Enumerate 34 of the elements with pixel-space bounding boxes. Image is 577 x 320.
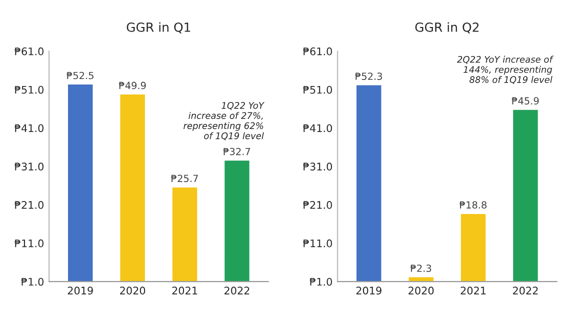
y-tick-label: ₱41.0 (303, 124, 332, 132)
x-tick-label: 2021 (172, 286, 198, 295)
x-tick-label: 2022 (224, 286, 250, 295)
y-tick-label: ₱21.0 (14, 201, 44, 209)
data-label: ₱52.5 (66, 72, 94, 80)
chart-title: GGR in Q1 (126, 22, 190, 34)
x-tick-label: 2022 (512, 286, 538, 295)
y-tick-label: ₱61.0 (14, 47, 44, 56)
data-label: ₱25.7 (171, 174, 198, 182)
data-label: ₱18.8 (460, 201, 487, 209)
y-tick-label: ₱41.0 (14, 124, 44, 132)
x-tick-label: 2019 (356, 286, 382, 295)
y-tick-label: ₱11.0 (303, 239, 332, 248)
x-tick-label: 2021 (460, 286, 486, 295)
chart-title: GGR in Q2 (415, 22, 479, 34)
x-tick-label: 2020 (120, 286, 146, 295)
annotation: 1Q22 YoY increase of 27%, representing 62% of 1Q19 level (184, 102, 265, 140)
y-tick-label: ₱51.0 (303, 86, 332, 94)
annotation: 2Q22 YoY increase of 144%, representing 88% of 1Q19 level (457, 56, 554, 84)
data-label: ₱32.7 (223, 148, 250, 156)
y-tick-label: ₱61.0 (303, 47, 332, 56)
y-tick-label: ₱11.0 (14, 239, 44, 248)
y-tick-label: ₱21.0 (303, 201, 332, 209)
y-tick-label: ₱1.0 (310, 278, 332, 286)
data-label: ₱49.9 (118, 82, 146, 90)
x-tick-label: 2020 (408, 286, 434, 295)
y-tick-label: ₱31.0 (14, 162, 44, 171)
data-label: ₱52.3 (355, 72, 382, 80)
data-label: ₱45.9 (512, 97, 539, 105)
x-tick-label: 2019 (68, 286, 93, 295)
y-tick-label: ₱1.0 (21, 278, 44, 286)
y-tick-label: ₱31.0 (303, 162, 332, 171)
data-label: ₱2.3 (410, 264, 432, 272)
y-tick-label: ₱51.0 (14, 86, 44, 94)
